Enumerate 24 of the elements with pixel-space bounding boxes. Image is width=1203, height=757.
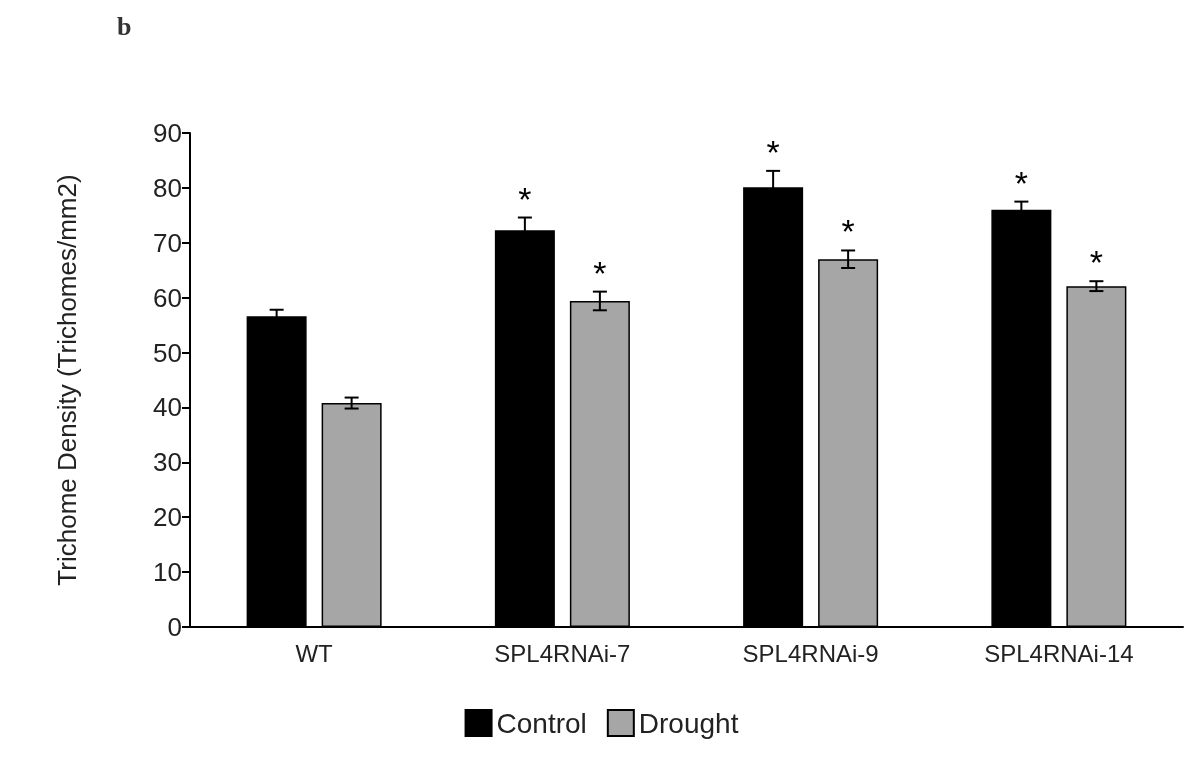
y-tick-label: 50: [153, 337, 182, 368]
y-tick-label: 70: [153, 227, 182, 258]
x-tick-label: SPL4RNAi-14: [984, 639, 1134, 667]
y-tick-label: 90: [153, 118, 182, 148]
chart-title: b: [117, 11, 132, 41]
x-tick-label: SPL4RNAi-9: [742, 639, 879, 667]
data-label: *: [1014, 163, 1028, 202]
y-tick-label: 0: [167, 612, 182, 642]
data-label: *: [766, 132, 780, 171]
legend-label: Control: [496, 707, 587, 739]
y-tick-label: 60: [153, 282, 182, 313]
y-tick-label: 20: [153, 502, 182, 533]
y-tick-label: 80: [153, 172, 182, 203]
data-label: *: [841, 212, 855, 251]
x-tick-label: WT: [295, 639, 334, 667]
data-label: *: [1089, 243, 1103, 282]
legend-label: Drought: [638, 707, 739, 739]
data-label: *: [518, 179, 532, 218]
y-axis-title: Trichome Density (Trichomes/mm2): [52, 174, 82, 586]
x-tick-label: SPL4RNAi-7: [494, 639, 631, 667]
y-tick-label: 40: [153, 392, 182, 423]
y-tick-label: 30: [153, 447, 182, 478]
data-label: *: [593, 253, 607, 292]
y-tick-label: 10: [153, 557, 182, 588]
